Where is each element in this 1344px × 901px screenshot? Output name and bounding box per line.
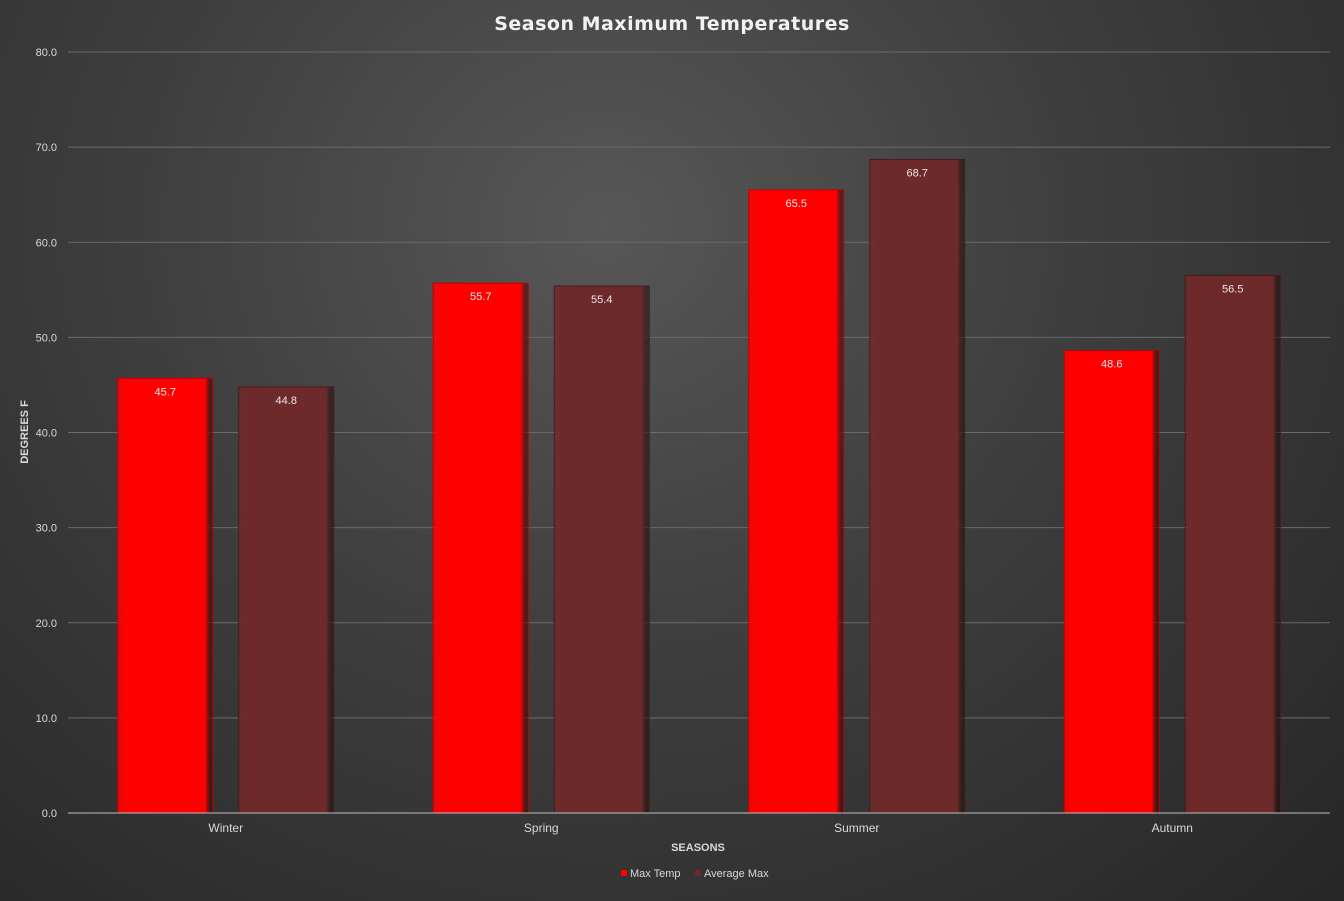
y-tick-label: 40.0 (36, 428, 57, 440)
x-category-label: Autumn (1152, 821, 1193, 835)
chart-title: Season Maximum Temperatures (494, 13, 850, 35)
data-label: 48.6 (1101, 359, 1122, 371)
bar-max-temp-winter (117, 377, 214, 814)
bar-max-temp-autumn (1063, 350, 1160, 814)
bars (117, 158, 1281, 814)
y-tick-label: 60.0 (36, 237, 57, 249)
legend-label: Average Max (704, 868, 769, 880)
bar-average-max-winter (238, 386, 335, 814)
bar-max-temp-spring (432, 282, 529, 814)
data-label: 55.4 (591, 294, 612, 306)
data-labels: 45.7 44.8 55.7 55.4 65.5 68.7 48.6 56.5 (155, 167, 1244, 406)
legend-swatch (695, 870, 701, 876)
y-tick-label: 30.0 (36, 523, 57, 535)
x-axis-title: SEASONS (671, 842, 725, 854)
data-label: 68.7 (907, 167, 928, 179)
bar-max-temp-summer (748, 189, 845, 814)
y-axis-title: DEGREES F (19, 400, 31, 464)
data-label: 45.7 (155, 386, 176, 398)
legend: Max Temp Average Max (621, 868, 769, 880)
data-label: 44.8 (276, 395, 297, 407)
data-label: 55.7 (470, 291, 491, 303)
y-tick-label: 0.0 (42, 808, 57, 820)
bar-average-max-autumn (1184, 275, 1281, 814)
y-tick-label: 10.0 (36, 713, 57, 725)
y-tick-label: 20.0 (36, 618, 57, 630)
y-tick-label: 70.0 (36, 142, 57, 154)
data-label: 65.5 (786, 198, 807, 210)
legend-label: Max Temp (630, 868, 681, 880)
y-axis-ticks: 0.0 10.0 20.0 30.0 40.0 50.0 60.0 70.0 80.0 (36, 47, 57, 820)
bar-average-max-summer (869, 158, 966, 814)
x-category-label: Summer (834, 821, 879, 835)
x-axis-categories: Winter Spring Summer Autumn (208, 821, 1193, 835)
y-tick-label: 80.0 (36, 47, 57, 59)
legend-swatch (621, 870, 627, 876)
bar-average-max-spring (553, 285, 650, 814)
x-category-label: Winter (208, 821, 243, 835)
data-label: 56.5 (1222, 284, 1243, 296)
y-tick-label: 50.0 (36, 332, 57, 344)
x-category-label: Spring (524, 821, 559, 835)
